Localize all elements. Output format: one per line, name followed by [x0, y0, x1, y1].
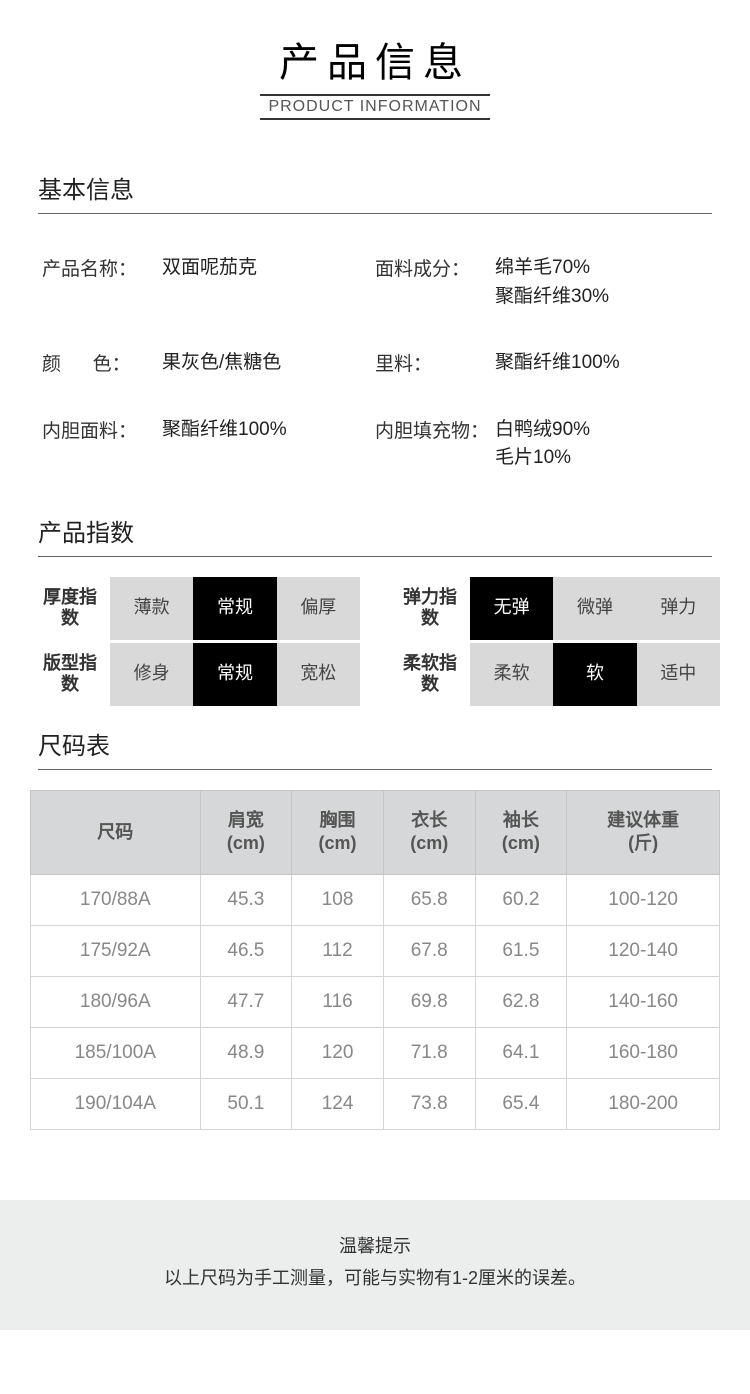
- index-cell: 修身: [110, 643, 193, 706]
- info-label: 里料：: [375, 349, 495, 376]
- index-cell: 适中: [637, 643, 720, 706]
- info-row: 产品名称：双面呢茄克: [42, 254, 375, 311]
- info-value: 聚酯纤维100%: [162, 416, 375, 445]
- info-label: 内胆填充物：: [375, 416, 495, 443]
- info-value: 聚酯纤维100%: [495, 349, 708, 378]
- info-value: 绵羊毛70% 聚酯纤维30%: [495, 254, 708, 311]
- index-cell: 软: [553, 643, 636, 706]
- table-cell: 116: [292, 976, 384, 1027]
- table-cell: 180-200: [567, 1078, 720, 1129]
- info-row: 颜 色：果灰色/焦糖色: [42, 349, 375, 378]
- table-cell: 62.8: [475, 976, 567, 1027]
- table-row: 185/100A48.912071.864.1160-180: [31, 1027, 720, 1078]
- index-cell: 柔软: [470, 643, 553, 706]
- index-label: 柔软指数: [390, 643, 470, 706]
- table-row: 190/104A50.112473.865.4180-200: [31, 1078, 720, 1129]
- size-col-header: 胸围(cm): [292, 790, 384, 874]
- table-cell: 65.8: [383, 874, 475, 925]
- table-cell: 46.5: [200, 925, 292, 976]
- info-label: 颜 色：: [42, 349, 162, 376]
- index-row: 柔软指数柔软软适中: [390, 643, 720, 706]
- table-row: 175/92A46.511267.861.5120-140: [31, 925, 720, 976]
- table-cell: 140-160: [567, 976, 720, 1027]
- section-index-title: 产品指数: [38, 513, 712, 557]
- index-cell: 偏厚: [277, 577, 360, 640]
- index-label: 弹力指数: [390, 577, 470, 640]
- info-label: 产品名称：: [42, 254, 162, 281]
- table-row: 180/96A47.711669.862.8140-160: [31, 976, 720, 1027]
- index-grid: 厚度指数薄款常规偏厚弹力指数无弹微弹弹力版型指数修身常规宽松柔软指数柔软软适中: [30, 577, 720, 706]
- table-cell: 100-120: [567, 874, 720, 925]
- index-cell: 宽松: [277, 643, 360, 706]
- index-cell: 常规: [193, 577, 276, 640]
- footer-title: 温馨提示: [20, 1230, 730, 1262]
- footer-note: 温馨提示 以上尺码为手工测量，可能与实物有1-2厘米的误差。: [0, 1200, 750, 1331]
- info-label: 面料成分：: [375, 254, 495, 281]
- table-cell: 69.8: [383, 976, 475, 1027]
- section-basic-title: 基本信息: [38, 170, 712, 214]
- info-value: 白鸭绒90% 毛片10%: [495, 416, 708, 473]
- index-label: 厚度指数: [30, 577, 110, 640]
- table-cell: 47.7: [200, 976, 292, 1027]
- table-cell: 190/104A: [31, 1078, 201, 1129]
- table-cell: 73.8: [383, 1078, 475, 1129]
- size-col-header: 尺码: [31, 790, 201, 874]
- table-cell: 60.2: [475, 874, 567, 925]
- table-cell: 112: [292, 925, 384, 976]
- info-row: 内胆面料：聚酯纤维100%: [42, 416, 375, 473]
- footer-text: 以上尺码为手工测量，可能与实物有1-2厘米的误差。: [20, 1262, 730, 1294]
- index-row: 厚度指数薄款常规偏厚: [30, 577, 360, 640]
- table-cell: 50.1: [200, 1078, 292, 1129]
- size-col-header: 袖长(cm): [475, 790, 567, 874]
- table-cell: 160-180: [567, 1027, 720, 1078]
- index-cell: 弹力: [637, 577, 720, 640]
- info-label: 内胆面料：: [42, 416, 162, 443]
- index-row: 弹力指数无弹微弹弹力: [390, 577, 720, 640]
- table-row: 170/88A45.310865.860.2100-120: [31, 874, 720, 925]
- size-col-header: 衣长(cm): [383, 790, 475, 874]
- page-title-cn: 产品信息: [30, 30, 720, 88]
- header-block: 产品信息 PRODUCT INFORMATION: [30, 30, 720, 120]
- index-cell: 薄款: [110, 577, 193, 640]
- table-cell: 45.3: [200, 874, 292, 925]
- info-value: 果灰色/焦糖色: [162, 349, 375, 378]
- index-label: 版型指数: [30, 643, 110, 706]
- table-cell: 180/96A: [31, 976, 201, 1027]
- table-cell: 67.8: [383, 925, 475, 976]
- table-cell: 61.5: [475, 925, 567, 976]
- info-row: 面料成分：绵羊毛70% 聚酯纤维30%: [375, 254, 708, 311]
- table-cell: 71.8: [383, 1027, 475, 1078]
- index-cell: 微弹: [553, 577, 636, 640]
- table-cell: 124: [292, 1078, 384, 1129]
- table-cell: 175/92A: [31, 925, 201, 976]
- size-table: 尺码肩宽(cm)胸围(cm)衣长(cm)袖长(cm)建议体重(斤)170/88A…: [30, 790, 720, 1130]
- page-title-en: PRODUCT INFORMATION: [260, 94, 489, 120]
- info-row: 里料：聚酯纤维100%: [375, 349, 708, 378]
- index-cell: 常规: [193, 643, 276, 706]
- info-value: 双面呢茄克: [162, 254, 375, 283]
- section-size-title: 尺码表: [38, 726, 712, 770]
- table-cell: 120-140: [567, 925, 720, 976]
- info-row: 内胆填充物：白鸭绒90% 毛片10%: [375, 416, 708, 473]
- index-cell: 无弹: [470, 577, 553, 640]
- table-cell: 185/100A: [31, 1027, 201, 1078]
- table-cell: 64.1: [475, 1027, 567, 1078]
- table-cell: 108: [292, 874, 384, 925]
- table-cell: 120: [292, 1027, 384, 1078]
- table-cell: 170/88A: [31, 874, 201, 925]
- size-col-header: 建议体重(斤): [567, 790, 720, 874]
- table-cell: 48.9: [200, 1027, 292, 1078]
- basic-info-grid: 产品名称：双面呢茄克面料成分：绵羊毛70% 聚酯纤维30% 颜 色：果灰色/焦糖色…: [42, 254, 708, 473]
- index-row: 版型指数修身常规宽松: [30, 643, 360, 706]
- size-col-header: 肩宽(cm): [200, 790, 292, 874]
- table-cell: 65.4: [475, 1078, 567, 1129]
